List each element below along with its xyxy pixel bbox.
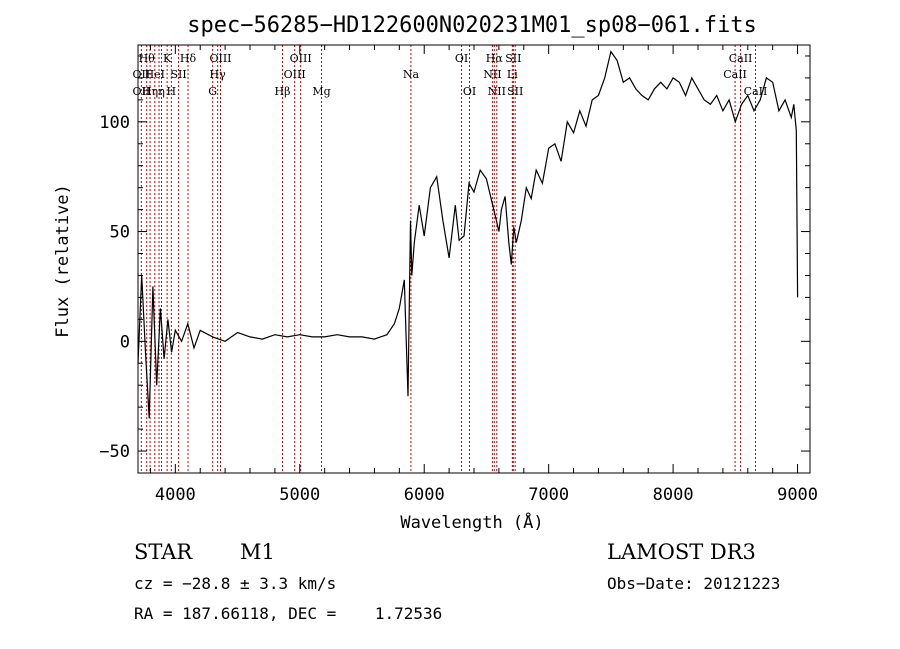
x-tick-label: 9000: [777, 485, 818, 505]
x-axis-ticks: 4000 5000 6000 7000 8000 9000: [149, 45, 818, 505]
line-label: OII: [133, 68, 151, 81]
obs-date: Obs−Date: 20121223: [607, 574, 780, 593]
ra-dec: RA = 187.66118, DEC = 1.72536: [134, 604, 442, 623]
y-tick-label: 100: [99, 113, 130, 133]
x-tick-label: 6000: [404, 485, 445, 505]
line-label: OIII: [284, 68, 306, 81]
x-tick-label: 8000: [653, 485, 694, 505]
line-label: Hθ: [139, 52, 156, 65]
spectral-line-labels: OII OII Hθ Hη HeI η K H SII Hδ G Hγ OIII Hβ OIII OIII Mg…: [133, 52, 768, 98]
y-tick-label: 50: [110, 223, 130, 243]
line-label: Li: [507, 68, 518, 81]
line-label: Hα: [486, 52, 504, 65]
y-tick-label: −50: [99, 442, 130, 462]
y-axis-ticks: −50 0 50 100: [99, 55, 810, 462]
line-label: OIII: [290, 52, 312, 65]
line-label: SII: [505, 52, 521, 65]
line-label: NII: [483, 68, 501, 81]
x-tick-label: 5000: [279, 485, 320, 505]
line-label: NII: [488, 85, 506, 98]
x-tick-label: 7000: [528, 485, 569, 505]
line-label: G: [208, 85, 217, 98]
line-label: Hδ: [180, 52, 197, 65]
line-label: OII: [133, 85, 151, 98]
line-label: Hβ: [275, 85, 291, 98]
line-label: CaII: [729, 52, 753, 65]
line-label: OIII: [209, 52, 231, 65]
line-label: Mg: [312, 85, 330, 98]
chart-title: spec−56285−HD122600N020231M01_sp08−061.f…: [187, 13, 757, 38]
line-label: SII: [507, 85, 523, 98]
survey-name: LAMOST DR3: [607, 540, 756, 564]
line-label: CaII: [723, 68, 747, 81]
line-label: H: [167, 85, 177, 98]
line-label: HeI: [145, 68, 165, 81]
line-label: Na: [403, 68, 420, 81]
spectrum-line: [137, 50, 799, 419]
spectral-line-markers: [140, 45, 756, 473]
line-label: SII: [170, 68, 186, 81]
redshift-line: cz = −28.8 ± 3.3 km/s: [134, 574, 336, 593]
line-label: K: [163, 52, 172, 65]
line-label: Hη: [142, 85, 158, 98]
line-label: η: [158, 85, 165, 98]
line-label: OI: [463, 85, 476, 98]
line-label: Hγ: [210, 68, 227, 81]
line-label: OI: [455, 52, 468, 65]
object-class: STAR: [134, 540, 193, 564]
plot-frame: [137, 44, 811, 474]
object-subclass: M1: [240, 540, 275, 564]
x-tick-label: 4000: [155, 485, 196, 505]
y-tick-label: 0: [120, 332, 130, 352]
y-axis-label: Flux (relative): [53, 184, 73, 338]
x-axis-label: Wavelength (Å): [400, 511, 543, 533]
